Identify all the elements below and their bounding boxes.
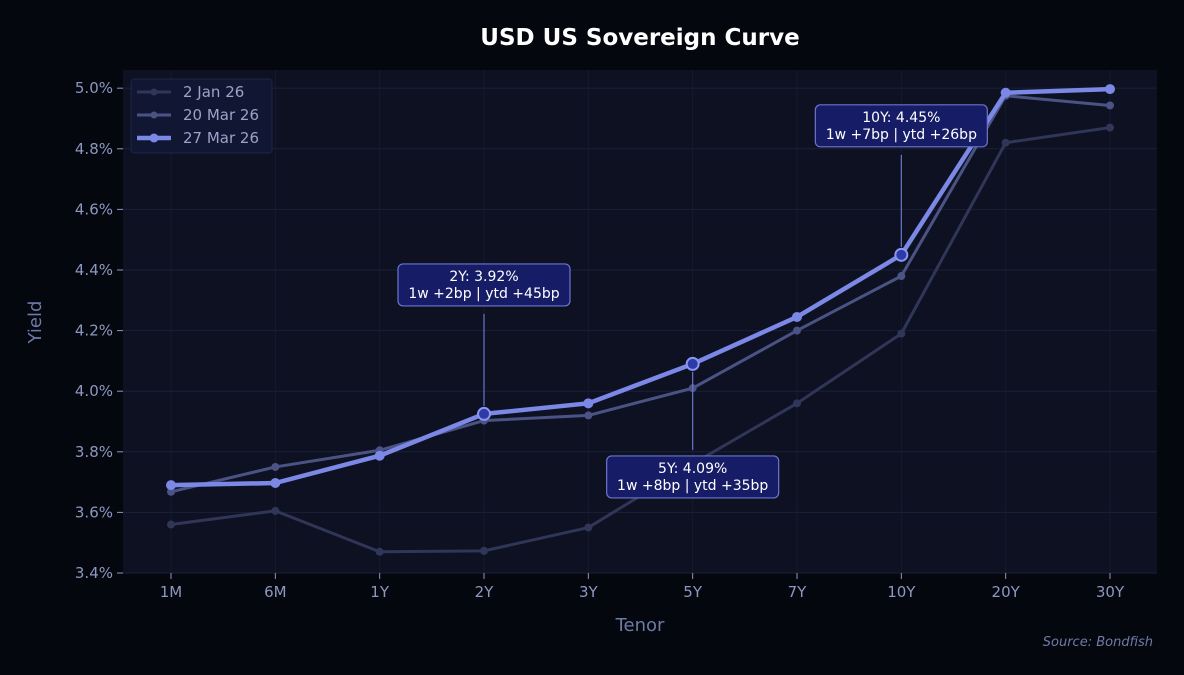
annotation-line-2: 1w +8bp | ytd +35bp — [617, 478, 768, 494]
data-point — [897, 329, 906, 338]
data-point — [270, 478, 281, 489]
annotation-marker — [894, 247, 909, 262]
y-tick-label: 4.0% — [75, 382, 113, 400]
y-tick-label: 3.8% — [75, 443, 113, 461]
data-point — [1000, 87, 1011, 98]
data-point — [480, 546, 488, 555]
data-point — [1106, 123, 1114, 132]
series-3 — [166, 84, 1115, 491]
legend-entry-label: 20 Mar 26 — [183, 106, 259, 124]
legend: 2 Jan 26 20 Mar 26 27 Mar 26 — [130, 78, 273, 154]
data-point — [1106, 101, 1114, 110]
source-note: Source: Bondfish — [1043, 635, 1153, 650]
y-tick-label: 4.4% — [75, 261, 113, 279]
series-line — [168, 86, 1113, 488]
x-tick-label: 6M — [264, 583, 287, 601]
series-line — [169, 94, 1112, 494]
legend-box — [130, 78, 273, 154]
y-axis-title: Yield — [25, 301, 46, 345]
x-tick-label: 5Y — [683, 583, 703, 601]
x-tick-label: 7Y — [788, 583, 808, 601]
data-point — [271, 506, 280, 515]
x-tick-label: 10Y — [887, 583, 916, 601]
data-point — [375, 547, 384, 556]
data-point — [583, 398, 594, 409]
y-tick-label: 5.0% — [75, 79, 113, 97]
annotation-marker — [685, 356, 700, 371]
data-point — [167, 520, 175, 529]
data-point — [897, 272, 906, 281]
data-point — [793, 326, 801, 335]
annotation-marker — [477, 406, 491, 421]
grid-lines — [123, 70, 1157, 574]
data-point — [271, 462, 280, 471]
annotation-line-2: 1w +7bp | ytd +26bp — [826, 127, 977, 143]
data-point — [166, 480, 176, 491]
x-tick-label: 3Y — [579, 583, 599, 601]
x-tick-label: 2Y — [475, 583, 495, 601]
annotation-5y: 5Y: 4.09%1w +8bp | ytd +35bp — [606, 356, 780, 499]
x-tick-label: 20Y — [992, 583, 1021, 601]
legend-entry-label: 27 Mar 26 — [183, 129, 259, 147]
y-tick-label: 4.8% — [75, 140, 113, 158]
data-point — [1001, 138, 1010, 147]
annotation-line-1: 2Y: 3.92% — [449, 269, 518, 285]
x-tick-label: 30Y — [1096, 583, 1125, 601]
legend-swatch-marker — [150, 111, 158, 119]
annotation-10y: 10Y: 4.45%1w +7bp | ytd +26bp — [814, 104, 988, 262]
legend-swatch-marker — [150, 88, 158, 96]
x-tick-label: 1Y — [370, 583, 390, 601]
y-tick-label: 4.6% — [75, 200, 113, 218]
annotation-box — [814, 104, 988, 148]
annotation-box — [397, 263, 571, 307]
annotation-line-1: 10Y: 4.45% — [862, 110, 940, 126]
y-tick-label: 3.4% — [75, 564, 113, 582]
data-point — [1105, 84, 1115, 95]
data-point — [584, 411, 593, 420]
annotation-box — [606, 455, 780, 499]
axes: 3.4% 3.6% 3.8% 4.0% 4.2% 4.4% 4.6% 4.8% 5.0% 1M 6M… — [75, 79, 1125, 601]
x-axis-title: Tenor — [615, 615, 665, 636]
chart-title: USD US Sovereign Curve — [480, 25, 799, 51]
x-tick-label: 1M — [160, 583, 183, 601]
legend-entry-label: 2 Jan 26 — [183, 83, 244, 101]
data-point — [374, 450, 385, 461]
data-point — [792, 311, 802, 322]
legend-swatch-marker — [149, 133, 159, 143]
y-tick-label: 4.2% — [75, 322, 113, 340]
series-layer — [166, 84, 1115, 556]
annotation-line-2: 1w +2bp | ytd +45bp — [408, 286, 559, 302]
data-point — [793, 399, 801, 408]
data-point — [584, 523, 593, 532]
annotation-2y: 2Y: 3.92%1w +2bp | ytd +45bp — [397, 263, 571, 421]
y-tick-label: 3.6% — [75, 503, 113, 521]
annotation-line-1: 5Y: 4.09% — [658, 461, 727, 477]
data-point — [167, 487, 175, 496]
